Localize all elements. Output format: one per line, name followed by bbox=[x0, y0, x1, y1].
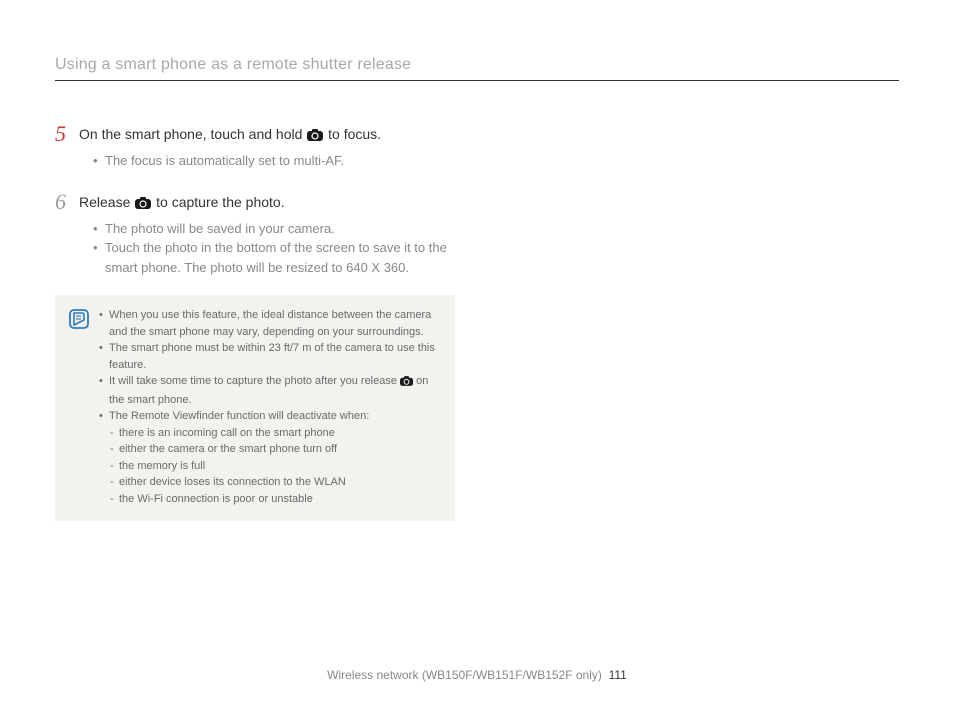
sub-item: The photo will be saved in your camera. bbox=[93, 219, 475, 239]
camera-icon bbox=[400, 375, 413, 392]
footer-section: Wireless network (WB150F/WB151F/WB152F o… bbox=[327, 668, 602, 682]
note-sub-item: the Wi-Fi connection is poor or unstable bbox=[99, 491, 439, 508]
note-item: When you use this feature, the ideal dis… bbox=[99, 307, 439, 340]
note-item: It will take some time to capture the ph… bbox=[99, 373, 439, 408]
note-item: The Remote Viewfinder function will deac… bbox=[99, 408, 439, 425]
note-sub-item: the memory is full bbox=[99, 458, 439, 475]
sub-item: The focus is automatically set to multi-… bbox=[93, 151, 475, 171]
step-text: Release to capture the photo. bbox=[79, 193, 285, 213]
note-content: When you use this feature, the ideal dis… bbox=[99, 307, 439, 507]
step-sub-list: The photo will be saved in your camera. … bbox=[93, 219, 475, 278]
note-box: When you use this feature, the ideal dis… bbox=[55, 295, 455, 521]
note-sub-item: there is an incoming call on the smart p… bbox=[99, 425, 439, 442]
step-text-before: On the smart phone, touch and hold bbox=[79, 126, 306, 142]
step-6: 6 Release to capture the photo. The phot… bbox=[55, 189, 475, 278]
note-sub-item: either the camera or the smart phone tur… bbox=[99, 441, 439, 458]
step-number: 5 bbox=[55, 123, 79, 145]
step-number: 6 bbox=[55, 191, 79, 213]
note-item-before: It will take some time to capture the ph… bbox=[109, 375, 400, 387]
step-5: 5 On the smart phone, touch and hold to … bbox=[55, 121, 475, 171]
page-header: Using a smart phone as a remote shutter … bbox=[55, 56, 899, 81]
note-item: The smart phone must be within 23 ft/7 m… bbox=[99, 340, 439, 373]
note-icon bbox=[69, 309, 89, 334]
step-sub-list: The focus is automatically set to multi-… bbox=[93, 151, 475, 171]
page-container: Using a smart phone as a remote shutter … bbox=[0, 0, 954, 521]
sub-item: Touch the photo in the bottom of the scr… bbox=[93, 238, 475, 277]
page-number: 111 bbox=[609, 668, 627, 682]
camera-icon bbox=[135, 195, 151, 213]
camera-icon bbox=[307, 127, 323, 145]
step-text-after: to capture the photo. bbox=[152, 194, 284, 210]
page-footer: Wireless network (WB150F/WB151F/WB152F o… bbox=[0, 668, 954, 682]
content-column: 5 On the smart phone, touch and hold to … bbox=[55, 121, 475, 521]
step-text-before: Release bbox=[79, 194, 134, 210]
note-sub-item: either device loses its connection to th… bbox=[99, 474, 439, 491]
step-text: On the smart phone, touch and hold to fo… bbox=[79, 125, 381, 145]
step-text-after: to focus. bbox=[324, 126, 381, 142]
